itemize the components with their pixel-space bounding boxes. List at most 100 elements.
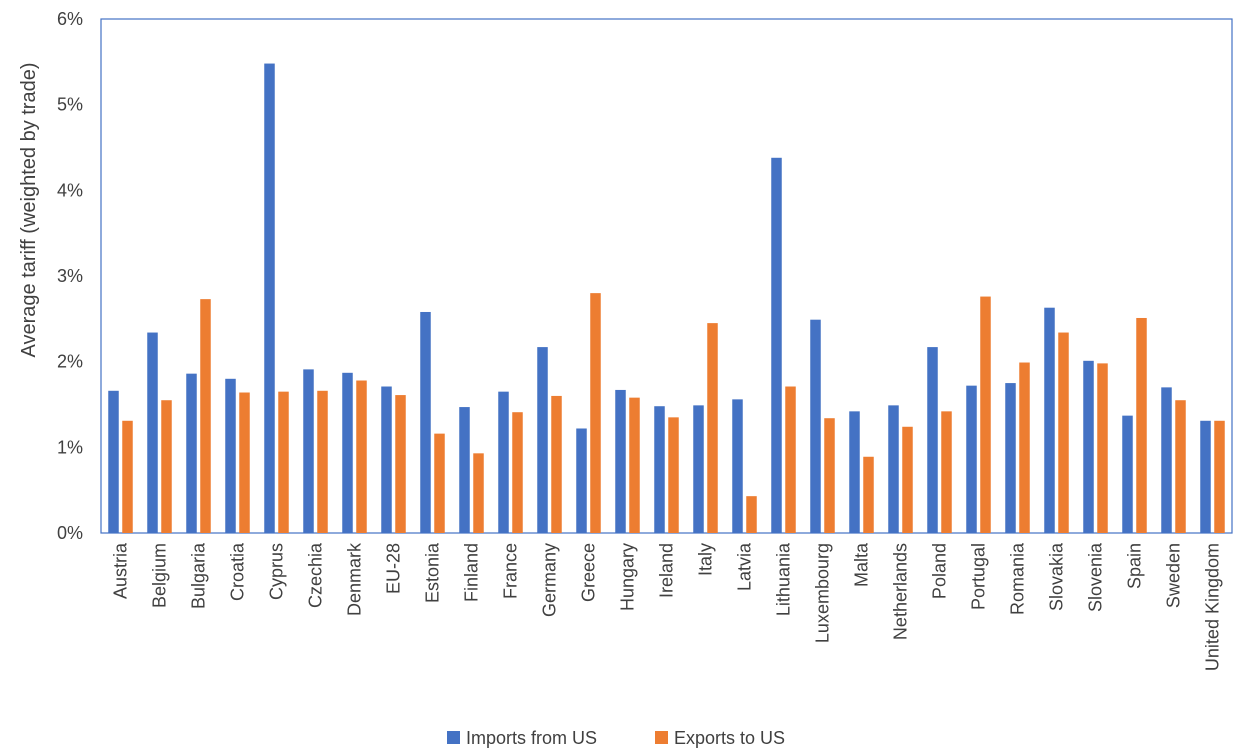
legend-swatch: [655, 731, 668, 744]
x-axis-ticks: Austria Belgium Bulgaria Croatia Cyprus Czech…: [111, 542, 1223, 671]
bar: [785, 386, 796, 533]
y-tick-label: 4%: [57, 180, 83, 200]
bar: [1044, 307, 1055, 533]
bar: [707, 323, 718, 533]
bar: [576, 428, 587, 533]
x-tick-label: Czechia: [306, 542, 326, 608]
bar: [498, 391, 509, 533]
bar: [264, 63, 275, 534]
bar: [629, 397, 640, 533]
bars-group: [108, 63, 1225, 534]
bar: [420, 311, 431, 533]
x-tick-label: Belgium: [150, 543, 170, 608]
bar: [888, 405, 899, 533]
x-tick-label: Portugal: [969, 543, 989, 610]
y-tick-label: 1%: [57, 437, 83, 457]
x-tick-label: France: [501, 543, 521, 599]
bar: [1200, 420, 1211, 533]
bar: [1083, 360, 1094, 533]
x-tick-label: Poland: [930, 543, 950, 599]
x-tick-label: Germany: [540, 543, 560, 617]
y-tick-label: 2%: [57, 352, 83, 372]
x-tick-label: Spain: [1125, 543, 1145, 589]
x-tick-label: Netherlands: [891, 543, 911, 640]
bar: [1019, 362, 1030, 533]
y-tick-label: 0%: [57, 523, 83, 543]
x-tick-label: Malta: [852, 542, 872, 587]
x-tick-label: Austria: [111, 542, 131, 599]
x-tick-label: Estonia: [423, 542, 443, 603]
bar: [966, 385, 977, 533]
x-tick-label: Luxembourg: [813, 543, 833, 643]
x-tick-label: Cyprus: [267, 543, 287, 600]
bar: [1097, 363, 1108, 533]
bar: [200, 299, 211, 533]
x-tick-label: Romania: [1008, 542, 1028, 615]
bar: [654, 406, 665, 533]
bar: [810, 319, 821, 533]
bar: [278, 391, 289, 533]
x-tick-label: Latvia: [735, 542, 755, 591]
y-axis-ticks: 0% 1% 2% 3% 4% 5% 6%: [57, 9, 83, 543]
bar: [459, 407, 470, 533]
x-tick-label: Hungary: [618, 543, 638, 611]
bar: [849, 411, 860, 533]
bar: [225, 378, 236, 533]
bar: [537, 347, 548, 533]
bar: [473, 453, 484, 533]
x-tick-label: Italy: [696, 543, 716, 576]
legend-label: Imports from US: [466, 728, 597, 748]
x-tick-label: Sweden: [1164, 543, 1184, 608]
x-tick-label: Greece: [579, 543, 599, 602]
bar: [980, 296, 991, 533]
bar: [551, 395, 562, 533]
x-tick-label: Croatia: [228, 542, 248, 601]
bar: [902, 426, 913, 533]
bar: [317, 390, 328, 533]
bar: [668, 417, 679, 533]
bar: [1175, 400, 1186, 533]
bar: [434, 433, 445, 533]
x-tick-label: Bulgaria: [189, 542, 209, 609]
bar: [303, 369, 314, 533]
x-tick-label: Denmark: [345, 542, 365, 616]
bar: [147, 332, 158, 533]
bar: [395, 395, 406, 533]
x-tick-label: United Kingdom: [1203, 543, 1223, 671]
legend: Imports from US Exports to US: [447, 728, 785, 748]
bar: [771, 157, 782, 533]
legend-label: Exports to US: [674, 728, 785, 748]
bar: [615, 389, 626, 533]
legend-swatch: [447, 731, 460, 744]
bar: [1122, 415, 1133, 533]
bar: [108, 390, 119, 533]
x-tick-label: EU-28: [384, 543, 404, 594]
bar: [186, 373, 197, 533]
bar: [1058, 332, 1069, 533]
plot-area: [100, 18, 1233, 534]
plot-border: [100, 18, 1233, 534]
y-axis-title: Average tariff (weighted by trade): [18, 63, 40, 358]
y-tick-label: 6%: [57, 9, 83, 29]
bar: [239, 392, 250, 533]
bar: [863, 456, 874, 533]
bar: [732, 399, 743, 533]
bar: [824, 418, 835, 533]
bar: [693, 405, 704, 533]
bar: [941, 411, 952, 533]
x-tick-label: Finland: [462, 543, 482, 602]
y-tick-label: 3%: [57, 266, 83, 286]
bar: [1161, 387, 1172, 533]
bar: [590, 293, 601, 533]
bar: [1136, 317, 1147, 533]
x-tick-label: Lithuania: [774, 542, 794, 616]
x-tick-label: Slovenia: [1086, 542, 1106, 612]
bar: [746, 496, 757, 533]
bar: [381, 386, 392, 533]
bar: [1005, 383, 1016, 533]
y-tick-label: 5%: [57, 95, 83, 115]
bar: [1214, 420, 1225, 533]
bar: [122, 420, 133, 533]
